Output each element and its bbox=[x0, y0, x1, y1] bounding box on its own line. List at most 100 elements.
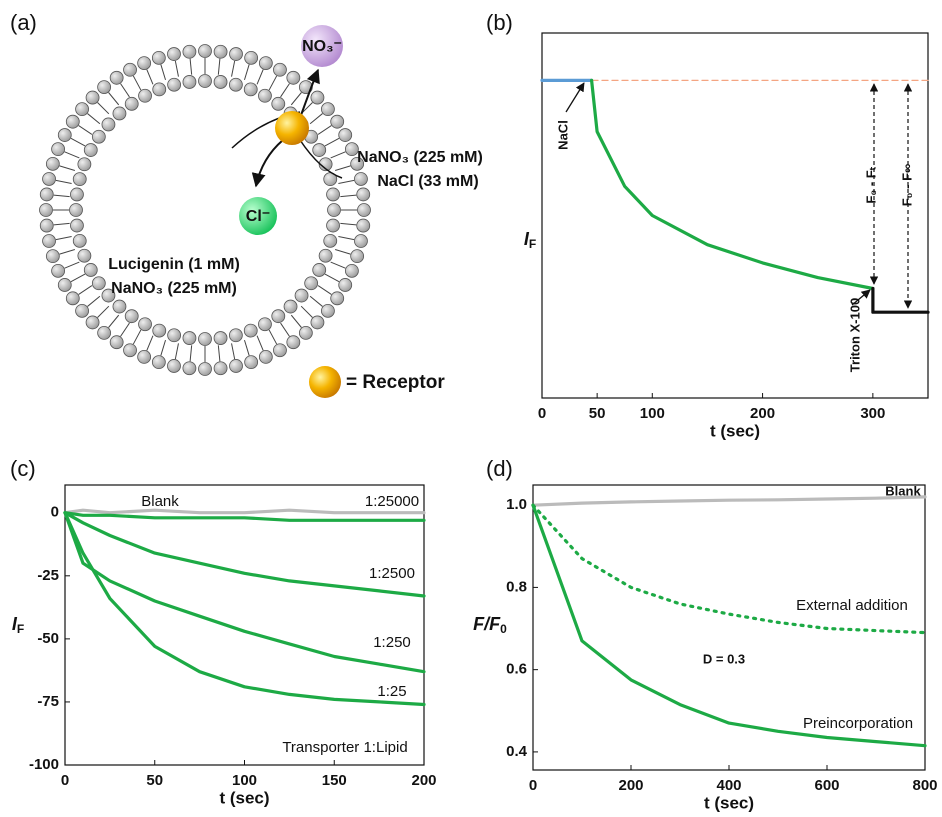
lipid-tail bbox=[132, 75, 142, 91]
lipid-head bbox=[258, 56, 273, 71]
x-tick-label: 200 bbox=[618, 777, 643, 794]
lipid-tail bbox=[189, 345, 193, 362]
lipid-head bbox=[318, 157, 333, 172]
lipid-head bbox=[198, 44, 212, 58]
data-line bbox=[531, 503, 927, 748]
lipid-head bbox=[243, 323, 258, 338]
lipid-head bbox=[85, 315, 100, 330]
lipid-head bbox=[326, 187, 340, 202]
lipid-tail bbox=[231, 60, 236, 77]
lipid-head bbox=[271, 309, 286, 324]
lipid-tail bbox=[174, 343, 179, 360]
lipid-tail bbox=[290, 314, 302, 328]
lipid-head bbox=[65, 114, 80, 129]
y-tick-label: 0.8 bbox=[506, 578, 527, 595]
y-tick-label: -25 bbox=[37, 567, 59, 584]
lipid-tail bbox=[340, 222, 357, 226]
lipid-tail bbox=[78, 285, 93, 295]
lipid-head bbox=[350, 156, 365, 171]
lipid-head bbox=[70, 187, 84, 202]
lipid-head bbox=[323, 233, 338, 248]
lipid-head bbox=[77, 157, 92, 172]
lipid-tail bbox=[78, 125, 93, 135]
lipid-tail bbox=[324, 137, 340, 147]
lipid-tail bbox=[120, 322, 130, 337]
data-line bbox=[63, 511, 426, 598]
lipid-head bbox=[39, 203, 53, 217]
lipid-tail bbox=[97, 305, 110, 318]
lipid-head bbox=[326, 218, 340, 233]
plot-frame bbox=[64, 484, 425, 766]
lipid-tail bbox=[55, 179, 72, 184]
lipid-tail bbox=[256, 335, 264, 351]
lipid-head bbox=[123, 62, 137, 77]
lipid-head bbox=[283, 299, 298, 314]
lipid-head bbox=[198, 362, 212, 376]
bilayer bbox=[39, 44, 371, 376]
lipid-head bbox=[109, 70, 124, 85]
y-tick-label: 1.0 bbox=[506, 496, 527, 513]
y-tick-label: 0.6 bbox=[506, 661, 527, 678]
lipid-tail bbox=[309, 295, 323, 307]
lipid-head bbox=[83, 143, 98, 157]
lipid-head bbox=[229, 359, 243, 373]
x-tick-label: 0 bbox=[529, 777, 537, 794]
x-tick-label: 800 bbox=[912, 777, 937, 794]
lipid-tail bbox=[132, 329, 142, 345]
lipid-tail bbox=[146, 335, 154, 351]
y-tick-label: -50 bbox=[37, 630, 59, 647]
lipid-tail bbox=[334, 165, 351, 171]
lipid-head bbox=[51, 142, 66, 157]
lipid-head bbox=[310, 90, 325, 105]
lipid-tail bbox=[256, 69, 264, 85]
x-tick-label: 400 bbox=[716, 777, 741, 794]
outside-label: NaCl (33 mM) bbox=[377, 173, 478, 190]
lipid-tail bbox=[160, 64, 166, 81]
lipid-head bbox=[327, 203, 341, 217]
y-axis-label-sub: F bbox=[529, 237, 536, 251]
panel-label: (a) bbox=[10, 10, 37, 35]
annotation: Preincorporation bbox=[803, 715, 913, 732]
lipid-head bbox=[228, 77, 243, 92]
panel-label: (d) bbox=[486, 456, 513, 481]
lipid-tail bbox=[189, 58, 193, 75]
lipid-tail bbox=[87, 295, 101, 307]
lipid-head bbox=[182, 331, 197, 345]
y-axis-label-main: I bbox=[12, 614, 18, 634]
y-tick-label: 0.4 bbox=[506, 743, 528, 760]
lipid-tail bbox=[64, 261, 80, 269]
lipid-head bbox=[42, 234, 56, 248]
annotation: Blank bbox=[141, 493, 179, 510]
lipid-head bbox=[101, 288, 116, 303]
outside-label: NaNO₃ (225 mM) bbox=[357, 149, 483, 166]
lipid-head bbox=[357, 203, 371, 217]
lipid-head bbox=[243, 82, 258, 97]
lipid-head bbox=[198, 74, 212, 88]
annotation: 1:2500 bbox=[369, 565, 415, 582]
lipid-tail bbox=[217, 58, 221, 75]
lipid-head bbox=[77, 248, 92, 263]
lipid-head bbox=[97, 80, 112, 94]
lipid-tail bbox=[55, 236, 72, 241]
curve bbox=[299, 139, 343, 179]
lipid-tail bbox=[70, 273, 86, 283]
y-tick-label: -75 bbox=[37, 693, 59, 710]
annotation: NaCl bbox=[555, 120, 570, 150]
ion-label: NO₃⁻ bbox=[302, 38, 342, 55]
lipid-head bbox=[138, 88, 152, 103]
lipid-head bbox=[258, 349, 273, 364]
y-axis-label: F/F0 bbox=[473, 614, 507, 636]
x-tick-label: 100 bbox=[640, 405, 665, 422]
lipid-head bbox=[124, 309, 139, 324]
lipid-head bbox=[182, 44, 197, 59]
lipid-head bbox=[213, 44, 228, 59]
lipid-head bbox=[344, 142, 359, 157]
lipid-tail bbox=[244, 339, 250, 356]
lipid-tail bbox=[300, 305, 313, 318]
lipid-tail bbox=[53, 222, 70, 226]
lipid-tail bbox=[59, 249, 76, 255]
data-line bbox=[871, 286, 930, 314]
lipid-head bbox=[213, 331, 228, 345]
